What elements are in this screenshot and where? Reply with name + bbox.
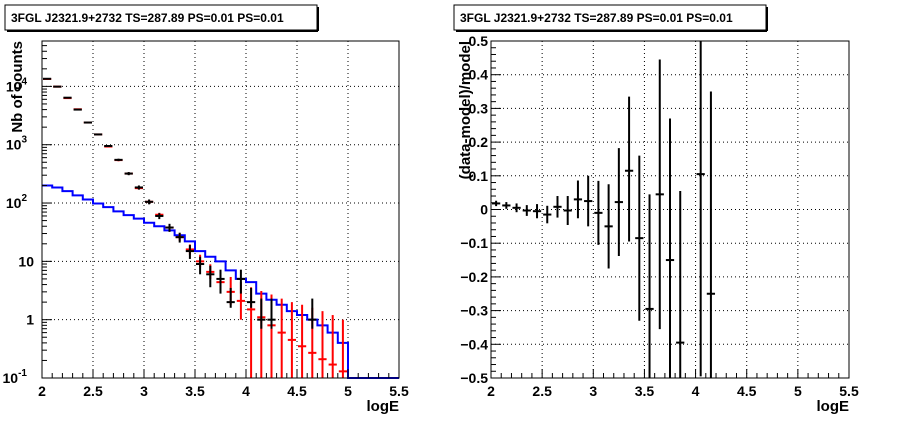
- right-y-tick-label: 0.3: [469, 100, 489, 116]
- right-x-tick-label: 3: [589, 383, 597, 399]
- left-chart-title: 3FGL J2321.9+2732 TS=287.89 PS=0.01 PS=0…: [11, 11, 284, 25]
- left-y-tick-label: 1: [26, 312, 34, 328]
- right-y-tick-label: 0.5: [469, 33, 489, 49]
- right-x-tick-label: 2.5: [532, 383, 552, 399]
- right-x-tick-label: 5: [794, 383, 802, 399]
- left-x-tick-label: 3.5: [185, 383, 205, 399]
- right-y-tick-label: −0.3: [460, 303, 488, 319]
- right-axes: 2 2.5 3 3.5 4 4.5 5 5.5 −0.5 −0.4 −0.3 −0.2 −0.1 0 0.1…: [460, 33, 859, 399]
- left-grid: [42, 41, 399, 378]
- right-x-tick-label: 4: [692, 383, 700, 399]
- right-x-tick-label: 2: [487, 383, 495, 399]
- right-y-tick-label: −0.5: [460, 370, 488, 386]
- left-y-tick-label: 103: [6, 135, 28, 153]
- left-x-tick-label: 2.5: [83, 383, 103, 399]
- left-plot-frame: [41, 40, 400, 379]
- right-x-tick-label: 5.5: [839, 383, 859, 399]
- left-x-tick-label: 4.5: [287, 383, 307, 399]
- left-source-histogram: [42, 184, 399, 379]
- right-y-tick-label: −0.4: [460, 336, 488, 352]
- right-y-tick-label: −0.2: [460, 269, 488, 285]
- right-title-box: 3FGL J2321.9+2732 TS=287.89 PS=0.01 PS=0…: [453, 4, 768, 32]
- left-x-tick-label: 4: [242, 383, 250, 399]
- left-x-tick-label: 5.5: [389, 383, 409, 399]
- right-x-axis-label: logE: [817, 398, 850, 415]
- right-grid: [491, 41, 849, 378]
- left-y-tick-label: 102: [6, 193, 28, 211]
- right-data-points: [492, 41, 716, 378]
- right-x-tick-label: 3.5: [635, 383, 655, 399]
- right-y-tick-label: 0: [480, 202, 488, 218]
- left-x-tick-label: 5: [344, 383, 352, 399]
- left-title-box: 3FGL J2321.9+2732 TS=287.89 PS=0.01 PS=0…: [4, 4, 319, 32]
- left-x-tick-label: 3: [140, 383, 148, 399]
- left-y-axis-label: Nb of counts: [9, 41, 26, 133]
- left-x-axis-label: logE: [367, 398, 400, 415]
- left-y-tick-label: 10-1: [3, 368, 28, 386]
- left-data-points: [43, 77, 317, 329]
- left-y-tick-label: 10: [18, 253, 34, 269]
- source-histogram-line: [42, 184, 399, 379]
- left-x-tick-label: 2: [38, 383, 46, 399]
- right-chart-title: 3FGL J2321.9+2732 TS=287.89 PS=0.01 PS=0…: [460, 11, 733, 25]
- right-y-axis-label: (data-model)/model: [457, 41, 474, 179]
- right-y-tick-label: 0.2: [469, 134, 489, 150]
- right-y-tick-label: 0.1: [469, 168, 489, 184]
- right-x-tick-label: 4.5: [737, 383, 757, 399]
- right-y-tick-label: −0.1: [460, 235, 488, 251]
- right-y-tick-label: 0.4: [469, 67, 489, 83]
